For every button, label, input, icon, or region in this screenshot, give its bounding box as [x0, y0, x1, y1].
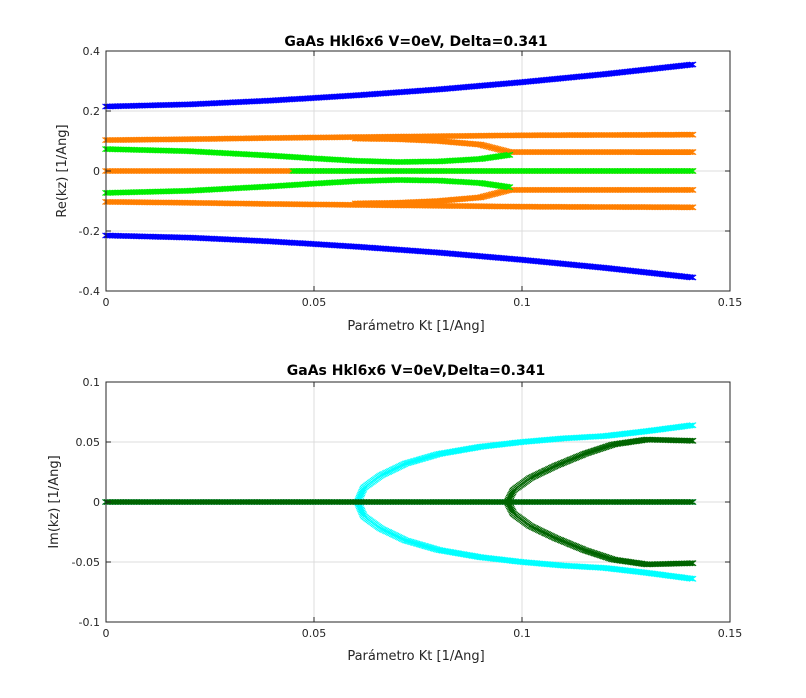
top-plot-series-4 — [351, 135, 697, 156]
top-plot-xtick-label: 0.1 — [513, 296, 531, 309]
top-plot-data — [102, 61, 697, 281]
top-plot: GaAs Hkl6x6 V=0eV, Delta=0.341 Parámetro… — [55, 34, 742, 334]
bottom-plot-ticks: 0 0.05 0.1 0.15 -0.1 -0.05 0 0.05 0.1 — [72, 376, 743, 640]
bottom-plot-xtick-label: 0 — [103, 627, 110, 640]
bottom-plot-series-5 — [503, 498, 697, 568]
bottom-plot-xtick-label: 0.15 — [718, 627, 743, 640]
top-plot-title: GaAs Hkl6x6 V=0eV, Delta=0.341 — [284, 34, 547, 50]
bottom-plot-ytick-label: -0.1 — [79, 616, 100, 629]
bottom-plot-xtick-label: 0.1 — [513, 627, 531, 640]
bottom-plot-xtick-label: 0.05 — [302, 627, 327, 640]
bottom-plot-ytick-label: 0.1 — [83, 376, 101, 389]
top-plot-ylabel: Re(kz) [1/Ang] — [55, 124, 70, 217]
bottom-plot-ytick-label: -0.05 — [72, 556, 100, 569]
top-plot-series-9 — [289, 167, 697, 175]
bottom-plot-ytick-label: 0.05 — [76, 436, 101, 449]
top-plot-xtick-label: 0.05 — [302, 296, 327, 309]
top-plot-xlabel: Parámetro Kt [1/Ang] — [347, 319, 484, 334]
top-plot-ytick-label: 0 — [93, 165, 100, 178]
top-plot-ytick-label: 0.4 — [83, 45, 101, 58]
top-plot-ytick-label: -0.4 — [79, 285, 100, 298]
bottom-plot-data — [102, 422, 697, 582]
top-plot-ytick-label: 0.2 — [83, 105, 101, 118]
bottom-plot-xlabel: Parámetro Kt [1/Ang] — [347, 649, 484, 664]
top-plot-series-5 — [351, 186, 697, 207]
top-plot-ytick-label: -0.2 — [79, 225, 100, 238]
bottom-plot-title: GaAs Hkl6x6 V=0eV,Delta=0.341 — [287, 363, 545, 379]
top-plot-xtick-label: 0.15 — [718, 296, 743, 309]
bottom-plot-ylabel: Im(kz) [1/Ang] — [47, 455, 62, 548]
bottom-plot-series-3 — [102, 498, 697, 506]
bottom-plot: GaAs Hkl6x6 V=0eV,Delta=0.341 Parámetro … — [47, 363, 742, 664]
top-plot-ticks: 0 0.05 0.1 0.15 -0.4 -0.2 0 0.2 0.4 — [79, 45, 743, 309]
bottom-plot-ytick-label: 0 — [93, 496, 100, 509]
top-plot-xtick-label: 0 — [103, 296, 110, 309]
